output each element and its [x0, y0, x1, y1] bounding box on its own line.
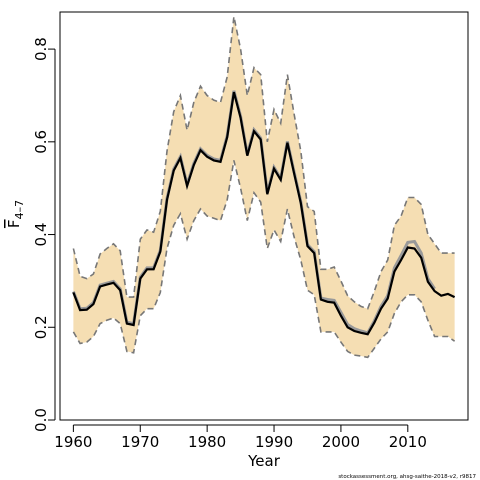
x-axis-title: Year: [247, 452, 281, 470]
x-tick-label: 1980: [188, 433, 226, 451]
plot-frame: [59, 11, 469, 421]
y-tick-label: 0.0: [32, 408, 50, 432]
credit-text: stockassessment.org, ahsg-saithe-2018-v2…: [338, 474, 476, 480]
y-axis-title: F4–7: [5, 200, 26, 228]
x-tick-label: 2000: [322, 433, 360, 451]
estimate-line: [72, 91, 456, 336]
y-tick-label: 0.6: [32, 130, 50, 154]
series-lines: [72, 16, 456, 359]
y-tick-label: 0.4: [32, 223, 50, 247]
x-axis: 1960 1970 1980 1990 2000 2010: [54, 424, 427, 451]
x-tick-label: 2010: [389, 433, 427, 451]
y-axis-title-main: F: [5, 219, 23, 228]
x-tick-label: 1970: [121, 433, 159, 451]
confidence-band: [73, 16, 455, 358]
upper-bound-line: [72, 16, 455, 310]
x-tick-label: 1960: [54, 433, 92, 451]
y-tick-label: 0.8: [32, 37, 50, 61]
y-tick-label: 0.2: [32, 315, 50, 339]
y-axis: 0.0 0.2 0.4 0.6 0.8: [32, 37, 56, 432]
x-tick-label: 1990: [255, 433, 293, 451]
confidence-band-area: [73, 16, 455, 358]
y-axis-title-subscript: 4–7: [13, 200, 26, 220]
lower-bound-line: [72, 160, 456, 359]
